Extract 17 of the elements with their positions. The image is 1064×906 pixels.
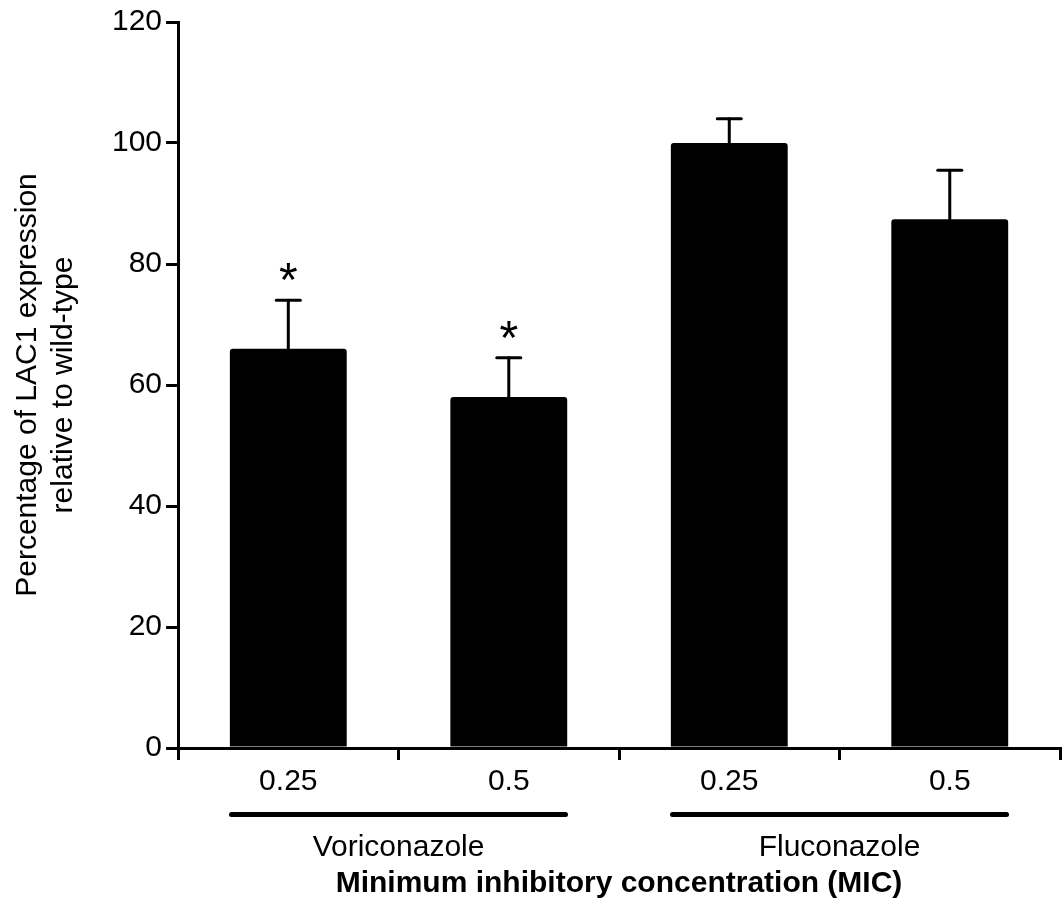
- y-tick-label: 0: [145, 729, 163, 763]
- annotation: *: [499, 310, 519, 364]
- y-tick-label: 40: [128, 487, 163, 521]
- y-tick-label: 120: [111, 3, 163, 37]
- y-tick-label: 20: [128, 608, 163, 642]
- x-tick-label: 0.5: [487, 763, 530, 797]
- y-tick-label: 60: [128, 366, 163, 400]
- y-tick-label: 80: [128, 245, 163, 279]
- x-axis-title: Minimum inhibitory concentration (MIC): [335, 865, 903, 899]
- annotation: *: [278, 253, 298, 307]
- x-tick-label: 0.5: [928, 763, 971, 797]
- x-tick-label: 0.25: [700, 763, 759, 797]
- text: Voriconazole: [312, 829, 485, 863]
- y-axis-title: Percentage of LAC1 expression relative to wild-type: [9, 173, 79, 597]
- y-tick-label: 100: [111, 124, 163, 158]
- x-tick-label: 0.25: [259, 763, 318, 797]
- text: Fluconazole: [758, 829, 921, 863]
